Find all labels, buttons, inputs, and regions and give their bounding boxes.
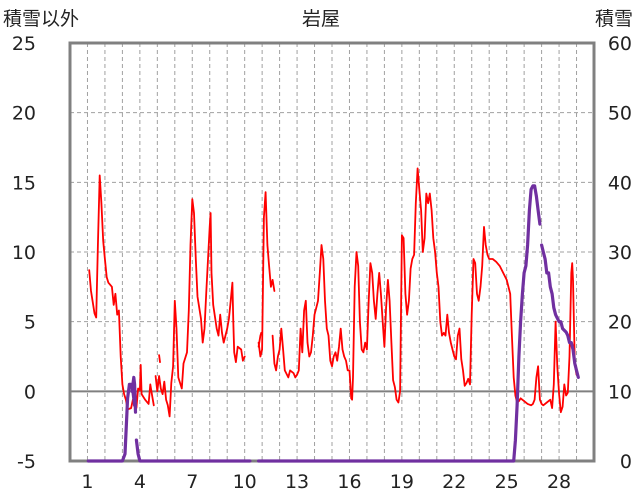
snow-depth-line [257, 184, 542, 463]
grid-layer [70, 43, 594, 461]
right-tick-label: 50 [608, 103, 632, 125]
other-measure-line [257, 191, 276, 358]
x-tick-label: 28 [547, 471, 571, 493]
x-tick-label: 25 [495, 471, 519, 493]
right-tick-label: 60 [608, 33, 632, 55]
x-tick-label: 7 [186, 471, 198, 493]
series-layer [86, 167, 580, 463]
x-tick-label: 1 [81, 471, 93, 493]
left-axis-label: 積雪以外 [3, 8, 79, 30]
left-tick-label: 15 [12, 172, 36, 194]
left-tick-label: 10 [12, 242, 36, 264]
left-tick-label: 20 [12, 103, 36, 125]
other-measure-line [158, 354, 161, 363]
left-tick-label: 5 [24, 312, 36, 334]
right-axis-label: 積雪 [595, 8, 633, 30]
x-tick-label: 22 [442, 471, 466, 493]
x-tick-label: 10 [233, 471, 257, 493]
snow-depth-line [130, 375, 138, 414]
other-measure-line [154, 198, 246, 418]
left-tick-label: 25 [12, 33, 36, 55]
right-tick-label: 0 [620, 451, 632, 473]
x-tick-label: 13 [285, 471, 309, 493]
other-measure-line [88, 174, 155, 411]
right-tick-label: 20 [608, 312, 632, 334]
left-tick-label: -5 [17, 451, 36, 473]
snow-depth-line [134, 438, 252, 463]
right-tick-label: 10 [608, 381, 632, 403]
x-tick-label: 19 [390, 471, 414, 493]
right-tick-label: 40 [608, 172, 632, 194]
x-tick-label: 16 [337, 471, 361, 493]
chart-title: 岩屋 [302, 8, 340, 30]
right-tick-label: 30 [608, 242, 632, 264]
snow-depth-line [86, 382, 137, 463]
left-tick-label: 0 [24, 381, 36, 403]
other-measure-line [271, 167, 578, 414]
x-tick-label: 4 [134, 471, 146, 493]
snow-depth-line [540, 243, 580, 379]
